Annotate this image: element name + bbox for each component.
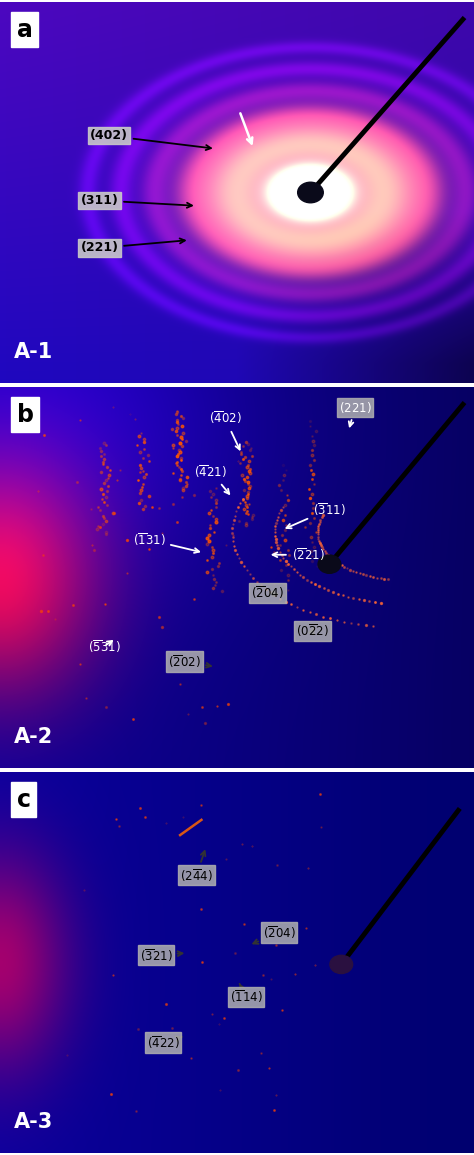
Text: $(\overline{4}22)$: $(\overline{4}22)$ (147, 1034, 182, 1051)
Text: $(\overline{5}31)$: $(\overline{5}31)$ (88, 638, 120, 655)
Text: a: a (17, 17, 32, 42)
Text: b: b (17, 403, 34, 426)
Text: $(\overline{4}21)$: $(\overline{4}21)$ (194, 463, 229, 494)
Text: $(\overline{1}14)$: $(\overline{1}14)$ (230, 984, 263, 1006)
Text: c: c (17, 788, 31, 812)
Circle shape (298, 182, 323, 203)
Text: $(2\overline{4}4)$: $(2\overline{4}4)$ (180, 851, 213, 884)
Circle shape (318, 556, 341, 573)
Text: A-1: A-1 (14, 342, 54, 362)
Text: $(\overline{2}02)$: $(\overline{2}02)$ (168, 653, 211, 670)
Text: $(\overline{3}21)$: $(\overline{3}21)$ (140, 947, 182, 963)
Text: $(0\overline{2}2)$: $(0\overline{2}2)$ (296, 623, 329, 640)
Text: (221): (221) (81, 238, 185, 254)
Circle shape (330, 955, 353, 974)
Text: $(\overline{4}02)$: $(\overline{4}02)$ (209, 410, 241, 449)
Text: $(\overline{2}04)$: $(\overline{2}04)$ (253, 924, 296, 944)
Text: $(\overline{3}11)$: $(\overline{3}11)$ (286, 501, 346, 528)
Text: (402): (402) (90, 129, 211, 150)
Text: $(221)$: $(221)$ (339, 400, 372, 426)
Text: (311): (311) (81, 194, 192, 208)
Text: A-2: A-2 (14, 726, 54, 747)
Text: $(\overline{2}04)$: $(\overline{2}04)$ (251, 584, 284, 602)
Text: A-3: A-3 (14, 1112, 54, 1132)
Text: $(\overline{2}21)$: $(\overline{2}21)$ (273, 546, 324, 564)
Text: $(\overline{1}31)$: $(\overline{1}31)$ (133, 531, 199, 553)
